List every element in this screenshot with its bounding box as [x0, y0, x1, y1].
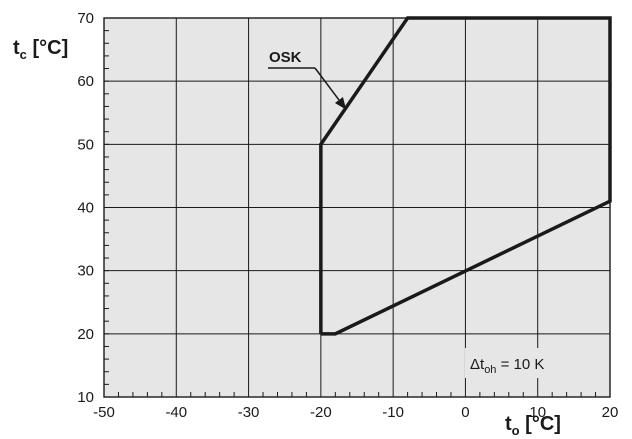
plot-frame	[103, 17, 611, 398]
y-tick-label: 40	[77, 200, 94, 217]
y-tick-labels: 10 20 30 40 50 60 70	[77, 10, 94, 406]
y-tick-label: 30	[77, 263, 94, 280]
y-axis-label-unit: [°C]	[27, 37, 68, 59]
note-box	[465, 348, 595, 378]
y-tick-label: 10	[77, 389, 94, 406]
envelope-series	[319, 16, 612, 336]
minor-ticks	[104, 17, 597, 398]
osk-arrow-head	[334, 96, 347, 110]
x-tick-label: -20	[310, 404, 332, 421]
y-axis-label: tc [°C]	[13, 37, 68, 62]
x-tick-label: 0	[461, 404, 469, 421]
x-axis-label-unit: [°C]	[520, 413, 561, 435]
y-axis-label-main: t	[13, 37, 20, 59]
x-tick-label: -50	[93, 404, 115, 421]
x-tick-label: 20	[602, 404, 619, 421]
note-suffix: = 10 K	[496, 356, 544, 373]
x-tick-label: -40	[165, 404, 187, 421]
note-prefix: Δt	[470, 356, 485, 373]
y-tick-label: 70	[77, 10, 94, 27]
x-tick-label: -30	[238, 404, 260, 421]
y-tick-label: 60	[77, 73, 94, 90]
note-subscript: oh	[484, 364, 496, 376]
y-axis-label-sub: c	[20, 47, 27, 62]
x-tick-label: -10	[382, 404, 404, 421]
x-axis-label: to [°C]	[505, 413, 561, 438]
y-tick-label: 50	[77, 136, 94, 153]
osk-label: OSK	[269, 49, 302, 66]
x-tick-label: 10	[529, 404, 546, 421]
note-text: Δtoh = 10 K	[470, 356, 544, 376]
x-axis-label-main: t	[505, 413, 512, 435]
envelope-line	[319, 16, 612, 336]
y-tick-label: 20	[77, 326, 94, 343]
osk-leader-arrow	[314, 67, 340, 101]
x-tick-labels: -50 -40 -30 -20 -10 0 10 20	[93, 404, 618, 421]
x-axis-label-sub: o	[512, 423, 520, 438]
